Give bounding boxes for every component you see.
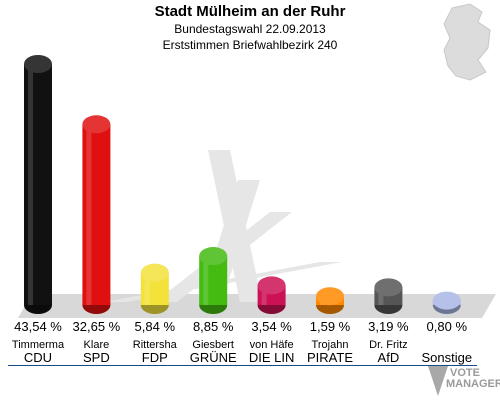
value-label: 5,84 % (134, 319, 176, 334)
bar-pirate (316, 287, 344, 314)
candidate-label: Rittersha (132, 339, 177, 351)
bar-top (140, 263, 169, 282)
bar-top (24, 55, 52, 73)
watermark-text: VOTE MANAGER (428, 368, 500, 390)
bar-top (432, 291, 461, 310)
shadow-strip (208, 150, 262, 302)
value-label: 1,59 % (309, 319, 351, 334)
bar-top (199, 247, 228, 266)
chart-subtitle-2: Erststimmen Briefwahlbezirk 240 (162, 38, 338, 52)
party-label: DIE LIN (241, 350, 302, 366)
party-label: AfD (358, 350, 419, 366)
bar-highlight (378, 287, 384, 305)
value-label: 3,19 % (368, 319, 409, 334)
candidate-label: Giesbert (192, 339, 234, 351)
bar-top (316, 287, 344, 306)
bar-spd (82, 115, 111, 314)
bar-top (257, 276, 286, 295)
bar-afd (374, 278, 403, 314)
chart-subtitle: Bundestagswahl 22.09.2013 (174, 22, 326, 36)
bar-highlight (261, 285, 267, 305)
bar-die-lin (257, 276, 286, 314)
germany-map-icon (443, 3, 491, 81)
party-label: Sonstige (416, 350, 477, 366)
bar-sonstige (432, 291, 461, 314)
party-label: GRÜNE (183, 350, 244, 366)
party-label: SPD (66, 350, 127, 366)
bar-top (82, 115, 111, 134)
watermark-line-2: MANAGER (446, 378, 500, 390)
candidate-label: von Häfe (249, 339, 294, 351)
vote-manager-logo (428, 366, 448, 396)
bar-highlight (28, 64, 33, 305)
party-label: PIRATE (300, 350, 360, 366)
party-label: FDP (124, 350, 185, 366)
bar-gr-ne (199, 247, 228, 314)
bar-fdp (140, 263, 169, 314)
party-label: CDU (8, 350, 68, 366)
value-label: 32,65 % (72, 319, 121, 334)
candidate-label: Klare (83, 339, 110, 351)
value-label: 0,80 % (426, 319, 468, 334)
candidate-label: Timmerma (11, 339, 65, 351)
value-label: 43,54 % (14, 319, 62, 334)
candidate-label: Dr. Fritz (369, 339, 408, 351)
value-label: 8,85 % (192, 319, 234, 334)
watermark-line-1: VOTE (450, 367, 480, 379)
chart-title: Stadt Mülheim an der Ruhr (154, 3, 346, 20)
bar-cdu (24, 55, 52, 314)
bar-highlight (86, 124, 92, 305)
bar-highlight (144, 272, 150, 305)
bar-top (374, 278, 403, 297)
bar-highlight (203, 256, 209, 305)
value-label: 3,54 % (251, 319, 292, 334)
candidate-label: Trojahn (311, 339, 349, 351)
